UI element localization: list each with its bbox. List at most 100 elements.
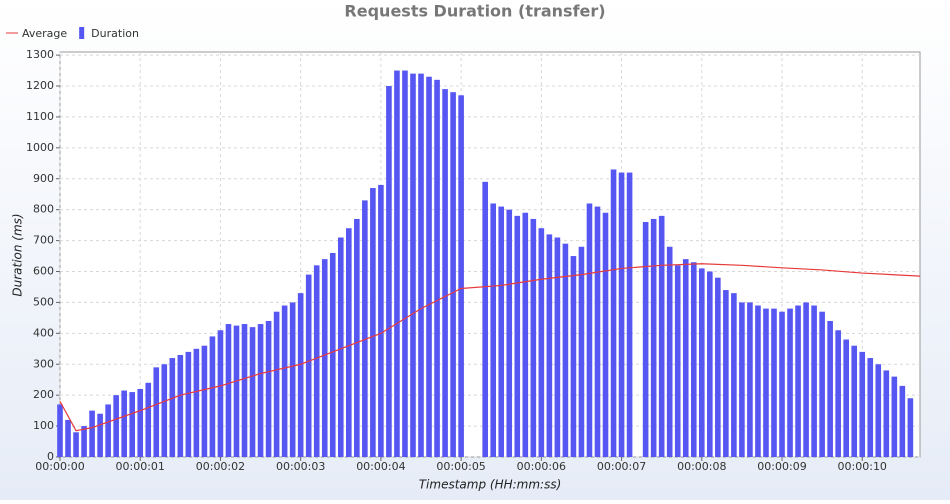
bar bbox=[209, 336, 216, 457]
y-tick-label: 900 bbox=[33, 172, 54, 185]
bar bbox=[225, 324, 232, 457]
bar bbox=[546, 234, 553, 457]
bar bbox=[618, 172, 625, 458]
y-tick-label: 200 bbox=[33, 388, 54, 401]
bar bbox=[386, 86, 392, 458]
bar bbox=[731, 293, 737, 457]
bar bbox=[498, 206, 505, 457]
x-tick-label: 00:00:08 bbox=[677, 460, 726, 473]
bar bbox=[370, 188, 376, 458]
bar bbox=[346, 228, 352, 457]
bar bbox=[739, 302, 745, 457]
y-tick-label: 700 bbox=[33, 234, 54, 247]
x-tick-label: 00:00:04 bbox=[356, 460, 405, 473]
bar bbox=[145, 382, 152, 457]
bar bbox=[161, 364, 168, 457]
x-tick-label: 00:00:05 bbox=[436, 460, 485, 473]
bar bbox=[434, 79, 440, 457]
bar bbox=[811, 305, 817, 457]
y-tick-label: 800 bbox=[33, 203, 54, 216]
bar bbox=[297, 293, 304, 457]
bar bbox=[394, 70, 400, 457]
bar bbox=[410, 73, 416, 457]
bar bbox=[883, 370, 890, 457]
y-tick-label: 1300 bbox=[26, 48, 54, 61]
legend-label: Average bbox=[22, 27, 67, 40]
bar bbox=[354, 218, 360, 457]
bar bbox=[658, 215, 665, 457]
bar bbox=[747, 302, 753, 457]
bar bbox=[787, 308, 793, 457]
x-tick-label: 00:00:10 bbox=[838, 460, 887, 473]
bar bbox=[707, 271, 713, 457]
bar bbox=[586, 203, 593, 457]
bar bbox=[666, 246, 673, 457]
bar bbox=[57, 404, 63, 457]
bar bbox=[362, 200, 368, 457]
bar bbox=[602, 212, 609, 457]
bar bbox=[378, 184, 384, 457]
bar bbox=[514, 215, 521, 457]
bar bbox=[610, 169, 617, 458]
x-tick-label: 00:00:09 bbox=[757, 460, 806, 473]
bar bbox=[795, 305, 801, 457]
bar bbox=[650, 218, 657, 457]
bar bbox=[674, 265, 681, 457]
legend-label: Duration bbox=[91, 27, 139, 40]
bar bbox=[265, 320, 272, 457]
bar bbox=[89, 410, 95, 457]
bar bbox=[137, 388, 144, 457]
bar bbox=[570, 256, 577, 457]
bar bbox=[177, 354, 184, 457]
bar bbox=[875, 364, 882, 457]
bar bbox=[337, 237, 344, 457]
bar bbox=[835, 330, 841, 457]
bar bbox=[329, 252, 336, 457]
bar bbox=[506, 209, 513, 457]
y-tick-label: 600 bbox=[33, 265, 54, 278]
chart-title: Requests Duration (transfer) bbox=[344, 2, 605, 21]
bar bbox=[113, 395, 119, 457]
bar bbox=[843, 339, 849, 457]
bar bbox=[594, 206, 601, 457]
bar bbox=[891, 376, 898, 457]
bar bbox=[690, 262, 697, 457]
bar bbox=[289, 302, 296, 457]
y-tick-label: 100 bbox=[33, 419, 54, 432]
bar bbox=[899, 385, 906, 457]
bar bbox=[305, 274, 312, 457]
bar bbox=[81, 426, 87, 457]
bar bbox=[530, 218, 537, 457]
bar bbox=[273, 311, 280, 457]
bar bbox=[803, 302, 809, 457]
bar bbox=[153, 367, 160, 457]
y-tick-label: 1200 bbox=[26, 79, 54, 92]
bar bbox=[193, 348, 200, 457]
bar bbox=[458, 95, 464, 457]
bar bbox=[65, 419, 71, 457]
bar bbox=[442, 89, 448, 457]
x-axis-label: Timestamp (HH:mm:ss) bbox=[419, 478, 562, 492]
bar bbox=[771, 308, 777, 457]
bar bbox=[121, 390, 127, 457]
bar bbox=[281, 305, 288, 457]
bar bbox=[851, 345, 858, 457]
bar bbox=[217, 330, 224, 457]
x-tick-label: 00:00:01 bbox=[116, 460, 165, 473]
bar bbox=[450, 92, 456, 457]
bar bbox=[129, 392, 136, 457]
bar bbox=[859, 351, 866, 457]
bar bbox=[715, 277, 721, 457]
bar bbox=[907, 398, 914, 457]
bar bbox=[522, 212, 529, 457]
y-tick-label: 1100 bbox=[26, 110, 54, 123]
bar bbox=[426, 76, 432, 458]
line bbox=[59, 263, 921, 432]
x-tick-label: 00:00:02 bbox=[196, 460, 245, 473]
bar bbox=[538, 228, 545, 457]
bar bbox=[321, 259, 328, 457]
bar bbox=[169, 358, 176, 457]
bar bbox=[73, 432, 79, 457]
